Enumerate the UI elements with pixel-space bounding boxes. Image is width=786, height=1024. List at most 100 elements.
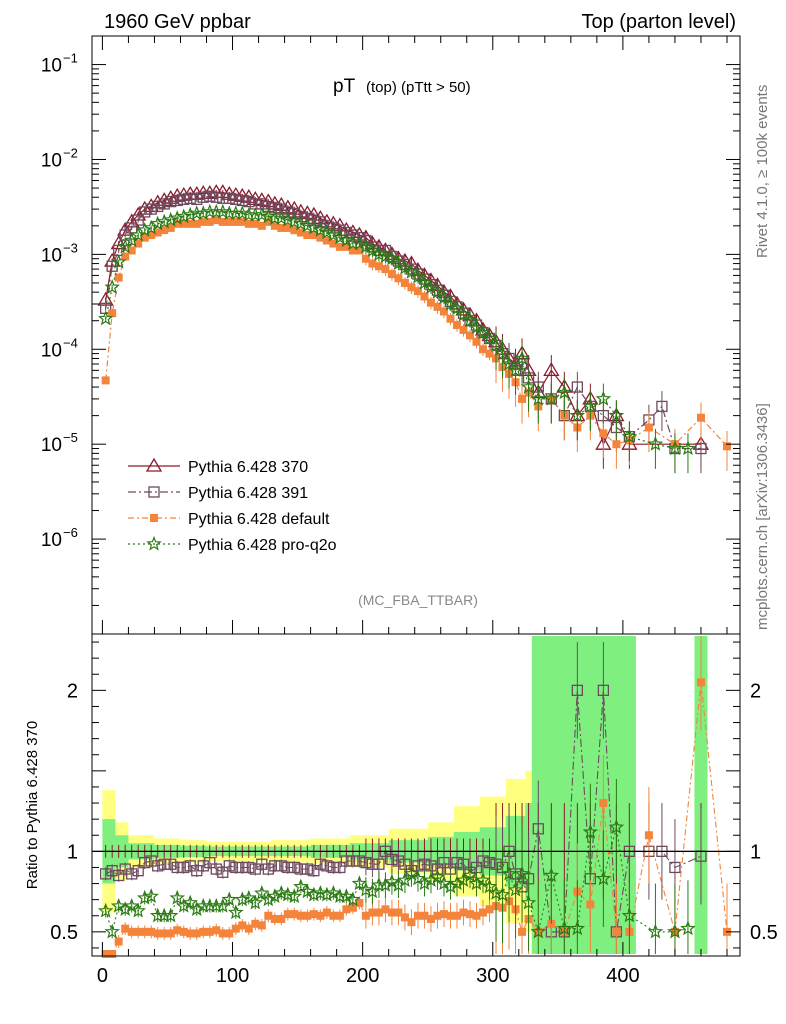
y-tick-label-main: 10 bbox=[41, 56, 62, 77]
ratio-point bbox=[262, 863, 274, 875]
ratio-point bbox=[416, 875, 433, 891]
data-point bbox=[308, 214, 320, 226]
legend-marker-p370 bbox=[145, 457, 163, 472]
data-point bbox=[152, 200, 164, 213]
plot-title-sub: (top) (pTtt > 50) bbox=[366, 79, 471, 96]
data-point bbox=[254, 206, 270, 222]
data-point bbox=[338, 232, 355, 248]
ratio-point bbox=[451, 856, 463, 869]
ratio-point bbox=[501, 865, 517, 881]
ratio-point bbox=[366, 858, 379, 870]
data-point bbox=[121, 252, 130, 261]
ratio-point bbox=[479, 908, 488, 917]
ratio-point bbox=[608, 819, 625, 834]
ratio-point bbox=[301, 863, 313, 875]
ratio-point bbox=[275, 860, 287, 872]
data-point bbox=[156, 213, 172, 229]
data-point bbox=[582, 398, 599, 414]
ratio-point bbox=[394, 908, 403, 917]
data-point bbox=[319, 224, 335, 240]
y-tick-label-main: 10 bbox=[41, 340, 62, 361]
ratio-tick-label-left: 0.5 bbox=[50, 922, 78, 944]
ratio-point bbox=[225, 929, 234, 938]
x-tick-label: 300 bbox=[476, 965, 509, 987]
data-point bbox=[176, 208, 192, 224]
data-point bbox=[243, 195, 255, 208]
data-point bbox=[429, 283, 446, 299]
data-point bbox=[656, 400, 668, 413]
data-point bbox=[244, 219, 253, 228]
ratio-point bbox=[270, 914, 279, 923]
ratio-point bbox=[231, 924, 240, 933]
ratio-point bbox=[153, 929, 162, 938]
ratio-point bbox=[340, 855, 353, 867]
data-point bbox=[325, 226, 342, 242]
data-point bbox=[260, 208, 277, 224]
y-tick-label-exp: −1 bbox=[63, 51, 78, 66]
data-point bbox=[169, 210, 185, 225]
ratio-point bbox=[360, 856, 372, 869]
ratio-point bbox=[165, 858, 177, 870]
ratio-point bbox=[230, 861, 242, 874]
data-point bbox=[481, 330, 498, 346]
y-tick-label-exp: −3 bbox=[63, 240, 78, 255]
data-point bbox=[479, 345, 488, 354]
ratio-point bbox=[327, 861, 340, 874]
data-point bbox=[647, 436, 664, 451]
data-point bbox=[195, 205, 211, 221]
ratio-point bbox=[442, 878, 459, 894]
ratio-point bbox=[335, 911, 344, 920]
ratio-point bbox=[355, 898, 364, 907]
data-point bbox=[368, 259, 377, 268]
ratio-point bbox=[644, 831, 653, 840]
x-tick-label: 0 bbox=[97, 965, 108, 987]
ratio-point bbox=[429, 868, 446, 884]
ratio-point bbox=[282, 861, 294, 874]
ratio-point bbox=[295, 863, 307, 875]
ratio-point bbox=[556, 920, 573, 936]
data-point bbox=[306, 219, 322, 235]
data-point bbox=[173, 219, 182, 228]
ratio-series-default bbox=[101, 636, 731, 958]
ratio-point bbox=[669, 861, 681, 874]
data-point bbox=[309, 231, 318, 240]
ratio-point bbox=[247, 894, 264, 910]
ratio-point bbox=[114, 937, 123, 946]
ratio-point bbox=[244, 924, 253, 933]
ratio-point bbox=[507, 881, 524, 897]
ratio-point bbox=[273, 885, 290, 900]
data-point bbox=[217, 192, 229, 204]
data-point bbox=[212, 216, 221, 225]
data-point bbox=[251, 219, 260, 228]
ratio-point bbox=[288, 861, 300, 874]
ratio-point bbox=[205, 927, 214, 936]
data-point bbox=[381, 265, 390, 274]
ratio-point bbox=[338, 888, 355, 904]
ratio-point bbox=[439, 910, 448, 919]
data-point bbox=[488, 337, 504, 352]
ratio-point bbox=[374, 908, 383, 917]
ratio-point bbox=[234, 891, 251, 907]
data-point bbox=[459, 325, 468, 334]
ratio-point bbox=[308, 865, 320, 877]
ratio-point bbox=[212, 926, 221, 935]
data-point bbox=[293, 215, 309, 231]
y-tick-label-exp: −6 bbox=[63, 525, 78, 540]
ratio-point bbox=[368, 908, 377, 917]
data-point bbox=[286, 213, 303, 229]
ratio-point bbox=[139, 856, 151, 869]
ratio-point bbox=[420, 911, 429, 920]
data-point bbox=[472, 337, 481, 346]
data-point bbox=[314, 216, 327, 228]
data-point bbox=[446, 314, 455, 323]
data-point bbox=[110, 253, 127, 269]
y-tick-label-exp: −4 bbox=[63, 335, 78, 350]
ratio-point bbox=[186, 929, 195, 938]
data-point bbox=[520, 378, 537, 394]
data-point bbox=[608, 407, 625, 423]
ratio-point bbox=[477, 855, 489, 867]
data-point bbox=[377, 248, 394, 264]
y-tick-label-exp: −5 bbox=[63, 430, 78, 445]
data-point bbox=[136, 222, 153, 237]
data-point bbox=[507, 362, 524, 377]
